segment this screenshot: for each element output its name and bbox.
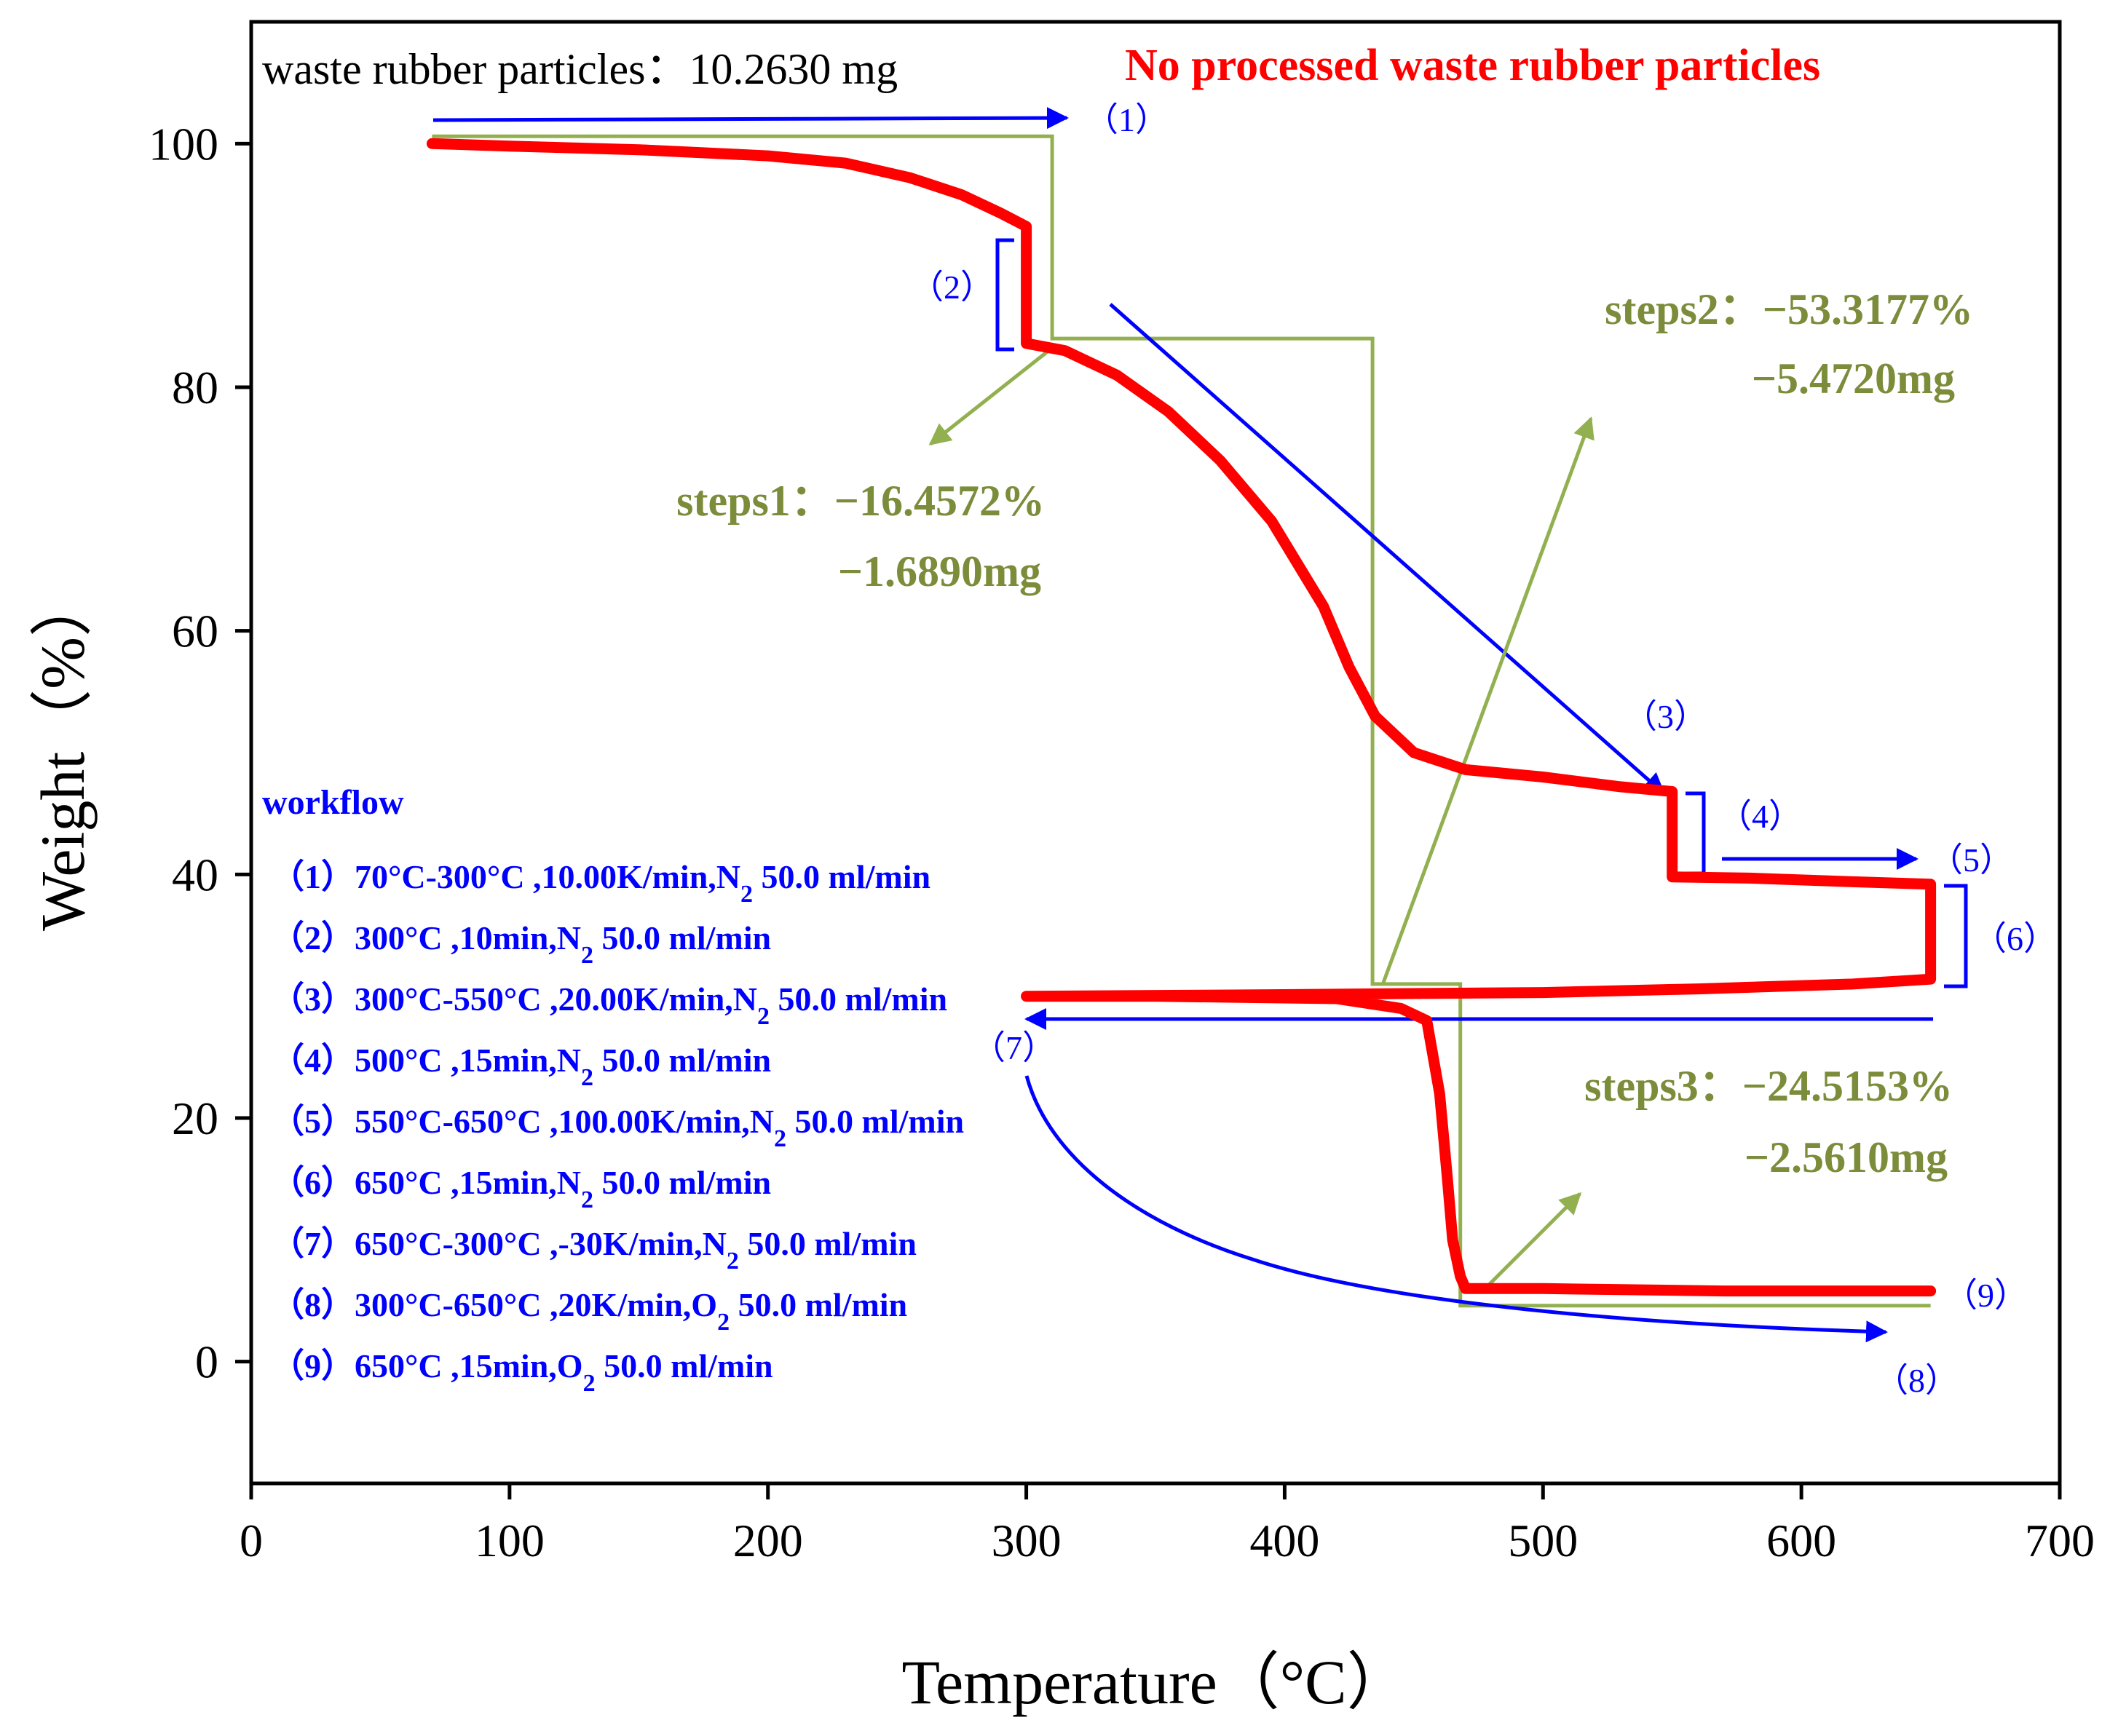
sample-info: waste rubber particles：10.2630 mg: [262, 45, 898, 93]
arrow-step-8: [1024, 1075, 1888, 1343]
marker-8: （8）: [1875, 1362, 1959, 1399]
y-tick-label: 40: [172, 849, 218, 900]
tga-weight-curve: [426, 138, 1937, 1297]
workflow-item: （3）300°C-550°C ,20.00K/min,N2 50.0 ml/mi…: [271, 980, 947, 1030]
marker-3: （3）: [1624, 698, 1707, 735]
workflow-item: （7）650°C-300°C ,-30K/min,N2 50.0 ml/min: [271, 1225, 917, 1275]
workflow-item: （5）550°C-650°C ,100.00K/min,N2 50.0 ml/m…: [271, 1103, 964, 1152]
workflow-item: （4）500°C ,15min,N2 50.0 ml/min: [271, 1042, 771, 1091]
steps2-percent: steps2：−53.3177%: [1605, 285, 1973, 333]
marker-6: （6）: [1973, 920, 2057, 957]
arrow-steps1: [928, 349, 1050, 445]
workflow-item: （1）70°C-300°C ,10.00K/min,N2 50.0 ml/min: [271, 858, 930, 908]
x-tick-label: 100: [475, 1515, 545, 1566]
steps2-mass: −5.4720mg: [1752, 354, 1955, 403]
marker-2: （2）: [910, 269, 994, 306]
arrow-steps3: [1487, 1192, 1582, 1286]
steps1-mass: −1.6890mg: [838, 547, 1041, 595]
workflow-item: （9）650°C ,15min,O2 50.0 ml/min: [271, 1347, 773, 1397]
workflow-item: （6）650°C ,15min,N2 50.0 ml/min: [271, 1164, 771, 1213]
bracket-step-2: [995, 238, 1014, 352]
plot-frame: [249, 20, 2062, 1486]
chart-title: No processed waste rubber particles: [1125, 41, 1820, 90]
x-tick-label: 300: [992, 1515, 1062, 1566]
marker-1: （1）: [1085, 101, 1169, 138]
y-tick-label: 60: [172, 606, 218, 657]
x-tick-label: 200: [733, 1515, 803, 1566]
arrow-steps2: [1381, 416, 1595, 983]
workflow-item: （2）300°C ,10min,N2 50.0 ml/min: [271, 919, 771, 969]
x-tick-label: 600: [1766, 1515, 1836, 1566]
steps3-percent: steps3：−24.5153%: [1584, 1062, 1953, 1110]
bracket-step-4: [1686, 791, 1706, 876]
y-tick-label: 80: [172, 362, 218, 413]
y-tick-label: 100: [149, 118, 218, 170]
x-tick-label: 500: [1508, 1515, 1578, 1566]
step-arrows: [928, 349, 1595, 1286]
x-tick-label: 700: [2025, 1515, 2095, 1566]
x-axis-title: Temperature（°C）: [901, 1647, 1409, 1717]
y-tick-label: 0: [195, 1336, 218, 1388]
y-axis-title: Weight（%）: [28, 574, 98, 931]
workflow-arrows: [432, 107, 1968, 1343]
x-tick-label: 0: [240, 1515, 263, 1566]
step-markers: （1） （2） （3） （4） （5） （6） （7） （8） （9）: [910, 101, 2057, 1399]
axis-ticks: [235, 141, 2062, 1499]
workflow-item: （8）300°C-650°C ,20K/min,O2 50.0 ml/min: [271, 1286, 907, 1336]
step-annotations: steps1：−16.4572% −1.6890mg steps2：−53.31…: [676, 285, 1973, 1181]
marker-4: （4）: [1718, 798, 1802, 835]
marker-9: （9）: [1944, 1277, 2028, 1314]
axis-tick-labels: 0 100 200 300 400 500 600 700 0 20 40 60 80 100: [149, 118, 2095, 1566]
steps3-mass: −2.5610mg: [1744, 1133, 1948, 1181]
arrow-step-1: [432, 107, 1069, 130]
marker-5: （5）: [1929, 841, 2013, 879]
marker-7: （7）: [972, 1029, 1056, 1066]
y-tick-label: 20: [172, 1093, 218, 1144]
x-tick-label: 400: [1249, 1515, 1319, 1566]
bracket-step-6: [1944, 884, 1968, 988]
arrow-step-3: [1109, 303, 1666, 795]
workflow-title: workflow: [262, 783, 404, 822]
workflow-list: （1）70°C-300°C ,10.00K/min,N2 50.0 ml/min…: [271, 858, 964, 1397]
steps1-percent: steps1：−16.4572%: [676, 477, 1045, 525]
